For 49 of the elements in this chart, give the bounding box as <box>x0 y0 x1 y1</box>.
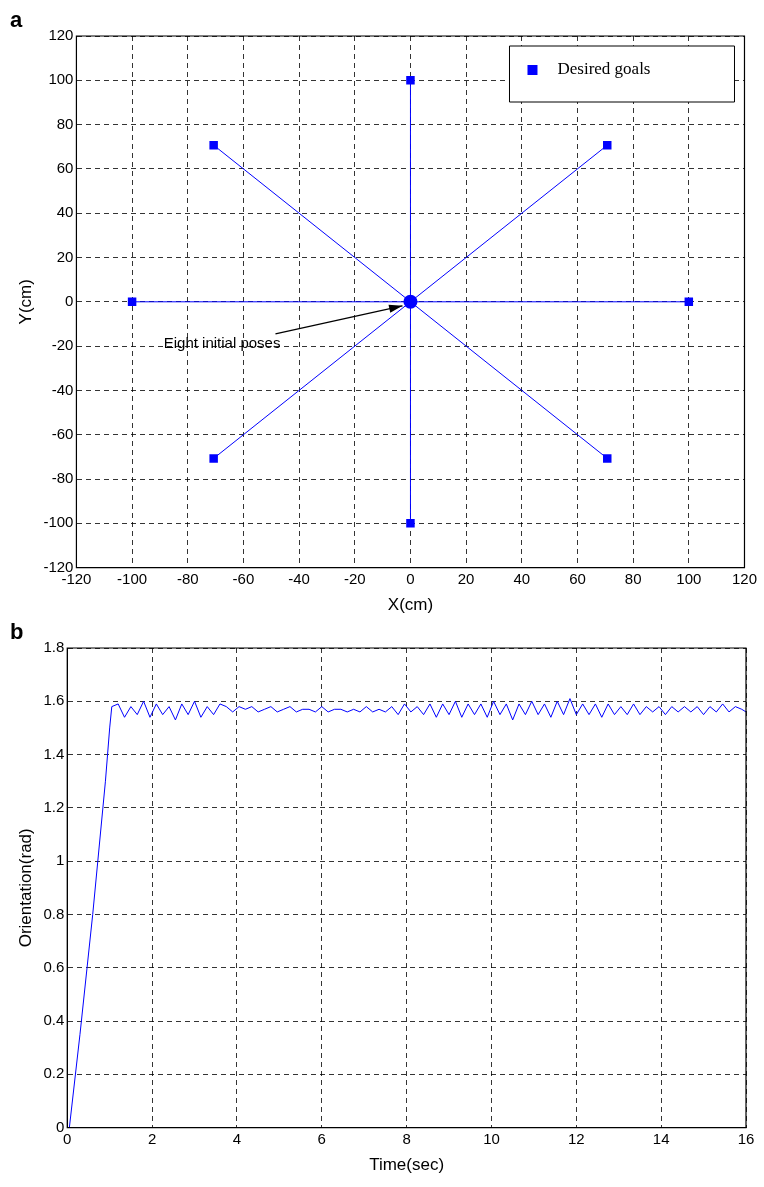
x-tick-label: 60 <box>569 569 586 587</box>
y-tick-label: -60 <box>51 424 74 442</box>
x-tick-label: 14 <box>652 1129 670 1147</box>
y-tick-label: -20 <box>51 336 74 354</box>
x-tick-label: 8 <box>402 1129 411 1147</box>
x-axis-title: Time(sec) <box>369 1155 445 1175</box>
x-tick-label: -60 <box>232 569 255 587</box>
legend-label: Desired goals <box>557 59 651 79</box>
x-tick-label: 120 <box>731 569 757 587</box>
y-tick-label: 1 <box>55 851 65 869</box>
y-tick-label: 1.4 <box>43 744 65 762</box>
x-tick-label: 20 <box>457 569 475 587</box>
y-tick-label: 60 <box>56 159 74 177</box>
y-tick-label: 1.2 <box>43 798 65 816</box>
text: a <box>10 7 23 33</box>
y-tick-label: -40 <box>51 380 74 398</box>
y-axis-title: Y(cm) <box>15 279 35 325</box>
y-tick-label: 0.6 <box>43 957 65 975</box>
x-axis-title: X(cm) <box>387 595 434 615</box>
y-tick-label: 40 <box>56 203 74 221</box>
x-tick-label: -80 <box>176 569 199 587</box>
x-tick-label: -20 <box>343 569 366 587</box>
y-tick-label: 1.8 <box>43 638 65 656</box>
y-tick-label: 0 <box>65 291 74 309</box>
x-tick-label: 4 <box>232 1129 242 1147</box>
y-tick-label: 0 <box>55 1117 65 1135</box>
x-tick-label: 2 <box>147 1129 157 1147</box>
y-tick-label: 120 <box>48 26 74 44</box>
text: b <box>10 619 24 645</box>
y-tick-label: 80 <box>56 114 74 132</box>
y-tick-label: 1.6 <box>43 691 65 709</box>
y-tick-label: 0.4 <box>43 1011 65 1029</box>
y-tick-label: 100 <box>48 70 74 88</box>
y-tick-label: -80 <box>51 469 74 487</box>
y-tick-label: 0.2 <box>43 1064 65 1082</box>
x-tick-label: 40 <box>513 569 531 587</box>
x-tick-label: -40 <box>288 569 310 587</box>
y-tick-label: -100 <box>43 513 74 531</box>
x-tick-label: 16 <box>737 1129 755 1147</box>
x-tick-label: 12 <box>567 1129 585 1147</box>
x-tick-label: 100 <box>676 569 702 587</box>
x-tick-label: 0 <box>406 569 415 587</box>
x-tick-label: 80 <box>624 569 642 587</box>
x-tick-label: 10 <box>483 1129 500 1147</box>
y-tick-label: 0.8 <box>43 904 65 922</box>
x-tick-label: -100 <box>117 569 148 587</box>
x-tick-label: 6 <box>317 1129 326 1147</box>
y-tick-label: 20 <box>56 247 74 265</box>
y-axis-title: Orientation(rad) <box>15 828 35 948</box>
